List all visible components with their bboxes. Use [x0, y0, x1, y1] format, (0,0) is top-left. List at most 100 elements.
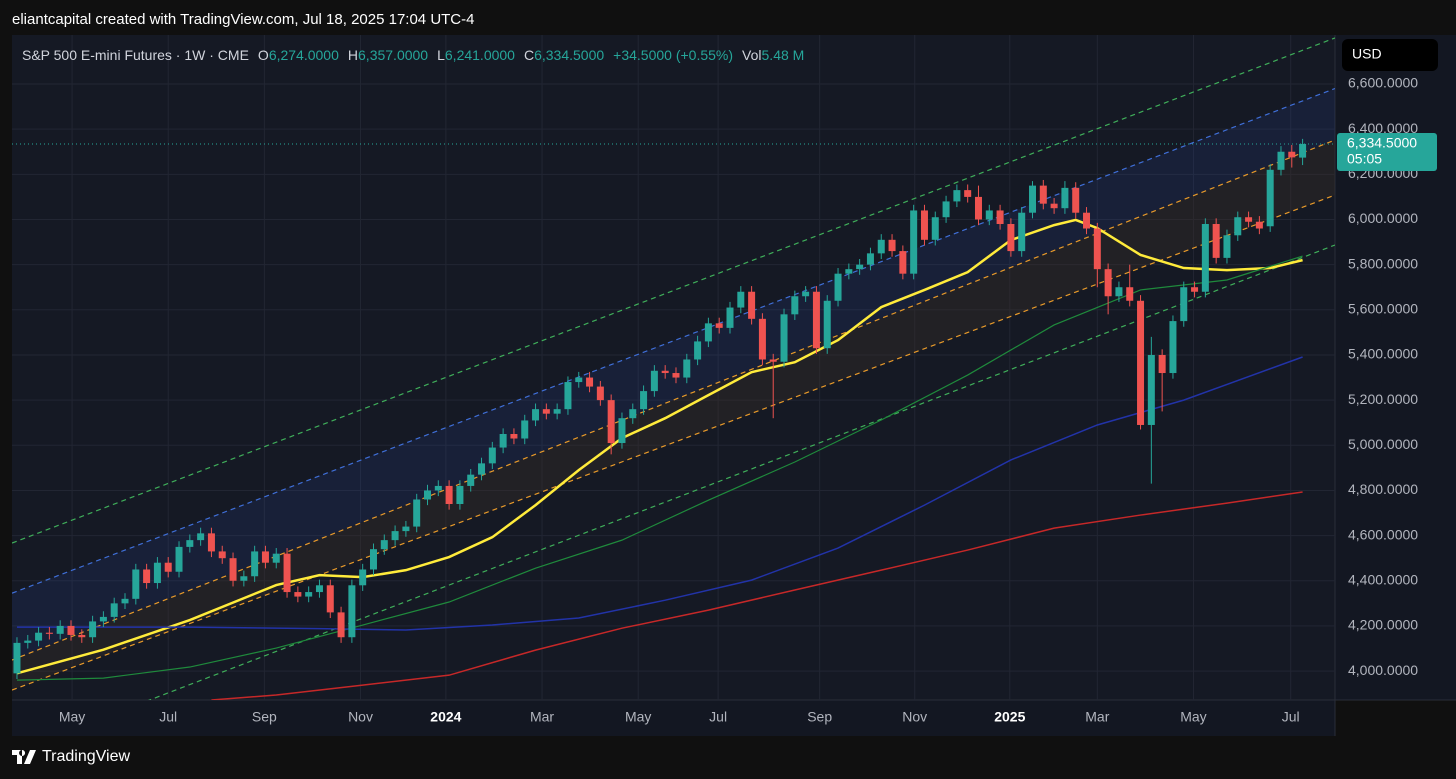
candle-body: [1223, 235, 1231, 258]
candle-body: [337, 612, 345, 638]
candle-body: [369, 549, 377, 570]
candle-body: [618, 418, 626, 444]
candle-body: [737, 291, 745, 308]
candle-body: [402, 526, 410, 532]
y-tick-label: 5,000.0000: [1348, 436, 1418, 452]
candle-body: [877, 239, 885, 254]
x-tick-label: Jul: [159, 709, 177, 725]
candle-body: [1299, 143, 1307, 158]
x-tick-label: Mar: [530, 709, 554, 725]
brand: TradingView: [42, 748, 130, 765]
channel-line: [147, 244, 1335, 700]
ohlc-value: 6,357.0000: [358, 47, 428, 63]
candle-body: [769, 359, 777, 362]
candle-body: [1050, 203, 1058, 209]
candle-body: [1018, 212, 1026, 252]
candle-body: [866, 253, 874, 265]
candle-body: [445, 485, 453, 504]
candle-body: [650, 370, 658, 392]
candle-body: [175, 546, 183, 572]
currency[interactable]: USD: [1352, 46, 1382, 62]
candle-body: [1104, 269, 1112, 297]
y-tick-label: 6,400.0000: [1348, 120, 1418, 136]
last-price-box: [1337, 132, 1437, 171]
y-tick-label: 4,800.0000: [1348, 481, 1418, 497]
candle-body: [1147, 354, 1155, 425]
candle-body: [856, 264, 864, 270]
candle-body: [964, 190, 972, 197]
candle-body: [1245, 217, 1253, 222]
x-tick-label: Nov: [902, 709, 927, 725]
y-tick-label: 5,400.0000: [1348, 346, 1418, 362]
candles: [13, 138, 1307, 679]
channel-line: [12, 37, 1335, 544]
candle-body: [704, 323, 712, 342]
y-tick-label: 6,000.0000: [1348, 210, 1418, 226]
x-tick-label: May: [625, 709, 651, 725]
y-tick-label: 4,200.0000: [1348, 617, 1418, 633]
candle-body: [607, 400, 615, 444]
candle-body: [748, 291, 756, 319]
candle-body: [35, 632, 43, 641]
candle-body: [920, 210, 928, 240]
symbol: S&P 500 E-mini Futures · 1W · CME: [22, 47, 249, 63]
candle-body: [985, 210, 993, 220]
candle-body: [888, 239, 896, 252]
currency-button[interactable]: [1342, 39, 1438, 71]
candle-body: [694, 341, 702, 360]
candle-body: [974, 196, 982, 220]
candle-body: [434, 485, 442, 491]
candle-body: [834, 273, 842, 301]
candle-body: [121, 598, 129, 604]
candle-body: [1137, 300, 1145, 425]
candle-body: [1083, 212, 1091, 229]
volume-value: 5.48 M: [762, 47, 805, 63]
logo-mark: [12, 750, 36, 764]
candle-body: [586, 377, 594, 387]
candle-body: [1212, 224, 1220, 258]
candle-body: [1093, 228, 1101, 270]
candle-body: [953, 190, 961, 202]
candle-body: [791, 296, 799, 315]
candle-body: [110, 603, 118, 617]
candle-body: [1158, 354, 1166, 374]
volume-key: Vol: [742, 47, 761, 63]
candle-body: [326, 585, 334, 613]
candle-body: [424, 490, 432, 500]
candle-body: [488, 447, 496, 464]
candle-body: [564, 382, 572, 410]
candle-body: [1029, 185, 1037, 213]
candle-body: [640, 391, 648, 410]
candle-body: [132, 569, 140, 599]
candle-body: [553, 409, 561, 414]
time-axis: [12, 700, 1335, 736]
ohlc-key: H: [348, 47, 358, 63]
candle-body: [726, 307, 734, 328]
candle-body: [758, 318, 766, 360]
plot-area: [12, 35, 1335, 700]
candle-body: [1039, 185, 1047, 204]
candle-body: [899, 251, 907, 274]
channel-line: [12, 194, 1335, 691]
candle-body: [1061, 187, 1069, 209]
candle-body: [683, 359, 691, 378]
candle-body: [1169, 321, 1177, 374]
candle-body: [802, 291, 810, 297]
x-tick-label: 2024: [430, 709, 461, 725]
candle-body: [715, 323, 723, 328]
candle-body: [521, 420, 529, 439]
candle-body: [780, 314, 788, 362]
x-tick-label: Nov: [348, 709, 373, 725]
candle-body: [910, 210, 918, 274]
candle-body: [1288, 151, 1296, 158]
candle-body: [164, 562, 172, 572]
moving-average: [211, 491, 1303, 700]
candle-body: [661, 370, 669, 374]
candle-body: [1191, 287, 1199, 292]
candle-body: [1277, 151, 1285, 170]
candle-body: [89, 621, 97, 638]
y-tick-label: 4,600.0000: [1348, 526, 1418, 542]
candle-body: [413, 499, 421, 527]
candle-body: [391, 531, 399, 541]
